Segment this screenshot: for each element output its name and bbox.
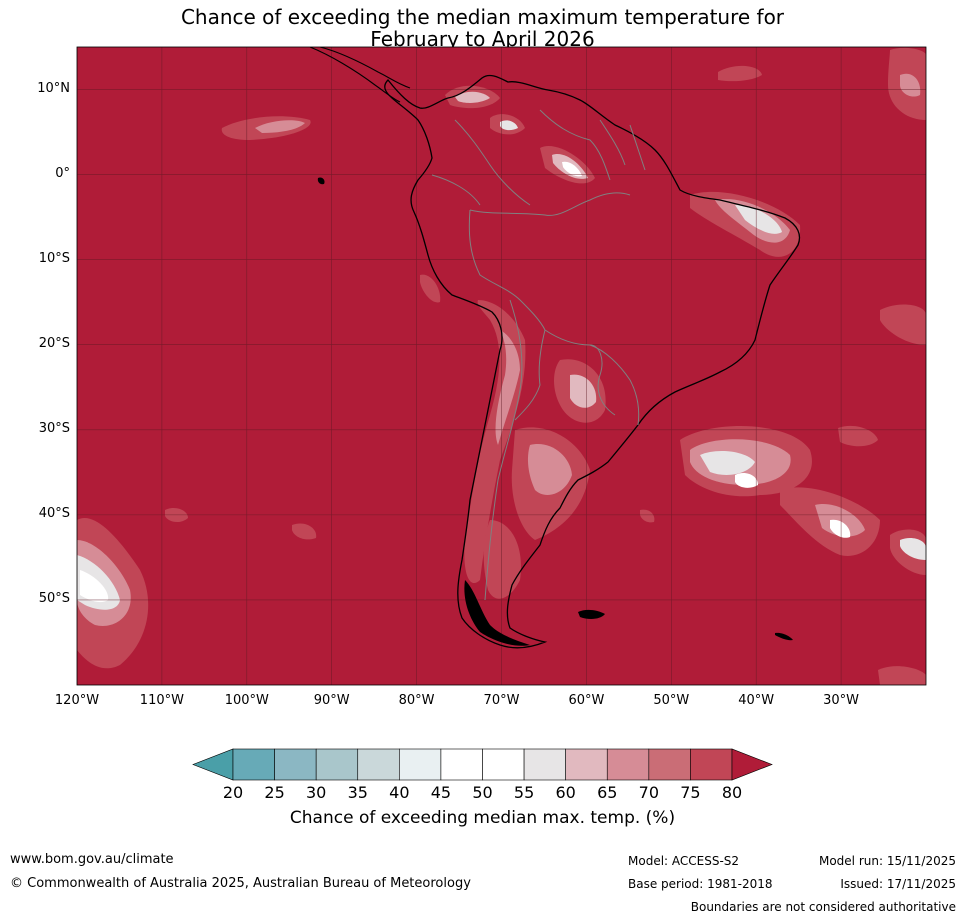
central-america-coast [309, 47, 411, 103]
colorbar-segment [357, 748, 400, 781]
lat-label: 10°S [38, 250, 70, 266]
country-borders [431, 109, 646, 601]
colorbar-segment [690, 748, 733, 781]
south-georgia [775, 632, 793, 641]
falkland-islands [578, 609, 605, 619]
colorbar-tick-label: 25 [264, 783, 285, 802]
website-link[interactable]: www.bom.gov.au/climate [10, 852, 174, 867]
graticule [77, 47, 926, 685]
colorbar-tick-label: 45 [430, 783, 452, 802]
copyright-text: © Commonwealth of Australia 2025, Austra… [10, 876, 471, 891]
map-title-line2: February to April 2026 [370, 27, 595, 51]
lat-label: 50°S [38, 590, 70, 606]
colorbar-above-arrow [731, 748, 773, 781]
colorbar-tick-label: 75 [680, 783, 701, 802]
colorbar-tick-label: 40 [389, 783, 410, 802]
lon-label: 50°W [653, 693, 690, 708]
colorbar-segment [274, 748, 317, 781]
lon-label: 70°W [483, 693, 520, 708]
colorbar-segment [565, 748, 608, 781]
lon-label: 120°W [54, 693, 100, 708]
model-run-text: Model run: 15/11/2025 [818, 854, 956, 868]
colorbar-segment [232, 748, 275, 781]
colorbar-tick-label: 70 [638, 783, 659, 802]
tierra-del-fuego [464, 580, 530, 646]
colorbar-segment [523, 748, 566, 781]
colorbar-segment [606, 748, 650, 781]
colorbar-segment [648, 748, 691, 781]
colorbar-segment [482, 748, 525, 781]
lon-label: 90°W [313, 693, 350, 708]
issued-text: Issued: 17/11/2025 [840, 877, 956, 891]
galapagos [317, 177, 325, 185]
lon-label: 110°W [139, 693, 184, 708]
colorbar [192, 748, 773, 781]
probability-patches [77, 47, 926, 685]
lon-label: 80°W [398, 693, 435, 708]
map-frame [76, 46, 927, 686]
lon-label: 40°W [738, 693, 775, 708]
colorbar-segment [399, 748, 442, 781]
lat-label: 40°S [38, 505, 70, 521]
lat-label: 10°N [37, 80, 70, 96]
lat-label: 30°S [38, 420, 70, 436]
lon-label: 100°W [224, 693, 269, 708]
colorbar-tick-label: 50 [472, 783, 493, 802]
colorbar-tick-label: 60 [555, 783, 576, 802]
colorbar-tick-label: 30 [305, 783, 327, 802]
lon-label: 30°W [823, 693, 860, 708]
colorbar-segment [315, 748, 359, 781]
disclaimer-text: Boundaries are not considered authoritat… [690, 900, 956, 914]
map-title-line1: Chance of exceeding the median maximum t… [180, 5, 785, 29]
base-period-text: Base period: 1981-2018 [628, 877, 773, 891]
model-text: Model: ACCESS-S2 [628, 854, 740, 868]
colorbar-tick-label: 20 [222, 783, 244, 802]
colorbar-label: Chance of exceeding median max. temp. (%… [289, 808, 676, 828]
coastline [384, 74, 801, 649]
lat-label: 0° [55, 165, 70, 181]
lon-label: 60°W [568, 693, 605, 708]
colorbar-tick-label: 80 [721, 783, 743, 802]
colorbar-tick-label: 35 [347, 783, 368, 802]
colorbar-tick-label: 65 [597, 783, 618, 802]
colorbar-below-arrow [192, 748, 234, 781]
lat-label: 20°S [38, 335, 70, 351]
colorbar-tick-label: 55 [513, 783, 535, 802]
colorbar-segment [440, 748, 483, 781]
